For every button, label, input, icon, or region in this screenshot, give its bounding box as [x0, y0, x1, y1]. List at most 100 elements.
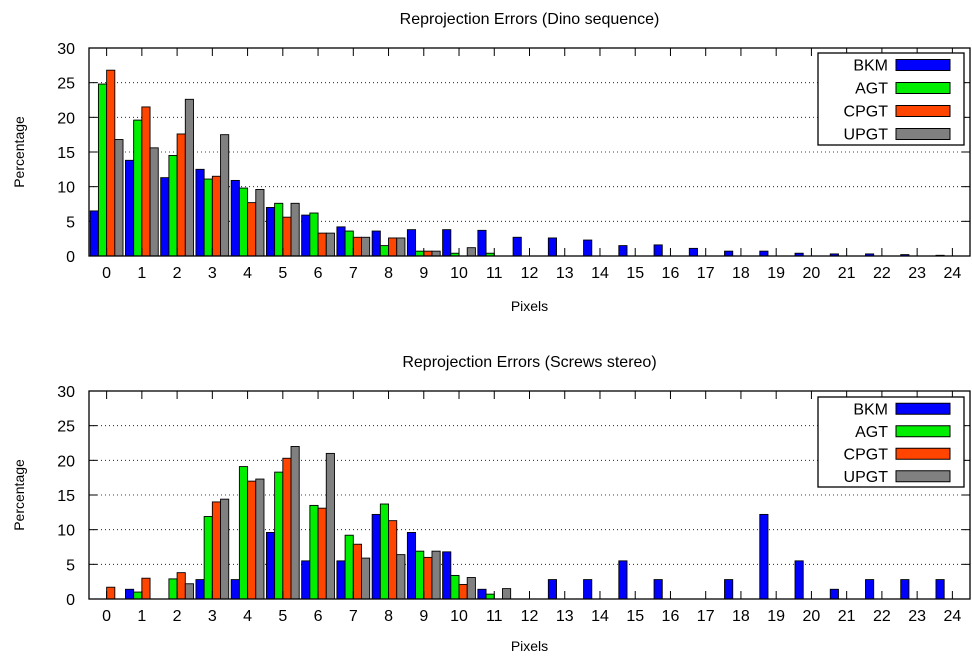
bar-upgt — [325, 452, 335, 600]
bar-cpgt — [211, 501, 221, 600]
bar-upgt — [396, 237, 406, 257]
bar-upgt — [290, 202, 300, 257]
bar-upgt — [184, 98, 194, 257]
legend: BKM AGT CPGT UPGT — [817, 396, 965, 488]
bar-bkm — [865, 579, 875, 600]
bar-upgt — [466, 247, 476, 257]
x-tick-label: 4 — [243, 608, 252, 625]
x-tick-label: 23 — [908, 265, 926, 282]
x-tick-label: 4 — [243, 265, 252, 282]
x-tick-label: 24 — [943, 608, 961, 625]
bar-agt — [344, 534, 354, 600]
bar-cpgt — [176, 133, 186, 257]
bar-bkm — [583, 579, 593, 600]
bar-agt — [168, 578, 178, 600]
bar-upgt — [466, 577, 476, 600]
legend-swatch — [895, 128, 951, 140]
x-tick-label: 15 — [626, 608, 644, 625]
x-tick-label: 3 — [208, 608, 217, 625]
x-tick-label: 23 — [908, 608, 926, 625]
x-tick-label: 5 — [278, 608, 287, 625]
legend-label: UPGT — [844, 127, 889, 144]
bar-bkm — [371, 513, 381, 600]
bar-cpgt — [247, 480, 257, 600]
bar-agt — [97, 83, 108, 257]
x-tick-label: 12 — [521, 265, 539, 282]
bar-bkm — [195, 168, 205, 257]
x-tick-label: 1 — [137, 608, 146, 625]
legend-label: BKM — [853, 401, 888, 418]
y-tick-label: 15 — [57, 145, 75, 162]
bar-bkm — [724, 250, 734, 257]
y-axis-label: Percentage — [11, 459, 27, 531]
bar-bkm — [336, 226, 346, 257]
legend-swatch — [895, 425, 951, 438]
x-tick-label: 6 — [314, 265, 323, 282]
x-tick-label: 10 — [450, 265, 468, 282]
x-tick-label: 21 — [838, 265, 856, 282]
y-tick-label: 0 — [66, 592, 75, 609]
x-tick-label: 8 — [384, 608, 393, 625]
bar-cpgt — [458, 583, 468, 600]
y-tick-label: 15 — [57, 488, 75, 505]
bar-bkm — [547, 237, 557, 257]
bar-bkm — [512, 236, 522, 257]
bar-cpgt — [388, 520, 398, 600]
bar-agt — [133, 591, 143, 600]
bar-upgt — [114, 139, 124, 257]
legend-swatch — [895, 470, 951, 483]
x-tick-label: 18 — [732, 608, 750, 625]
legend-swatch — [895, 59, 951, 71]
x-tick-label: 10 — [450, 608, 468, 625]
bar-cpgt — [247, 202, 257, 257]
y-tick-label: 10 — [57, 523, 75, 540]
y-tick-label: 5 — [66, 214, 75, 231]
legend: BKM AGT CPGT UPGT — [817, 52, 965, 146]
legend-swatch — [895, 105, 951, 117]
bar-bkm — [759, 250, 769, 257]
bar-bkm — [301, 214, 311, 257]
legend-label: BKM — [853, 58, 888, 75]
bar-bkm — [160, 177, 170, 257]
legend-label: AGT — [855, 424, 888, 441]
x-tick-label: 16 — [662, 265, 680, 282]
bar-cpgt — [282, 457, 292, 600]
bar-cpgt — [352, 236, 362, 257]
x-tick-label: 6 — [314, 608, 323, 625]
y-tick-label: 20 — [57, 110, 75, 127]
x-tick-label: 20 — [803, 608, 821, 625]
x-tick-label: 7 — [349, 608, 358, 625]
x-tick-label: 3 — [208, 265, 217, 282]
bar-cpgt — [317, 232, 327, 257]
bar-bkm — [653, 244, 663, 257]
bar-bkm — [442, 229, 452, 257]
bar-cpgt — [141, 577, 151, 600]
bar-cpgt — [317, 507, 327, 600]
x-tick-label: 13 — [556, 265, 574, 282]
bar-agt — [133, 119, 143, 257]
bar-bkm — [829, 588, 839, 600]
bar-bkm — [195, 579, 205, 600]
bar-upgt — [255, 478, 265, 600]
bar-bkm — [406, 229, 417, 257]
bar-bkm — [265, 207, 276, 257]
legend-label: UPGT — [844, 469, 889, 486]
x-tick-label: 1 — [137, 265, 146, 282]
bar-agt — [379, 245, 389, 257]
x-tick-label: 17 — [697, 265, 715, 282]
bar-upgt — [220, 134, 230, 257]
x-axis-label: Pixels — [511, 638, 548, 654]
legend-swatch — [895, 82, 951, 94]
bar-upgt — [361, 557, 371, 600]
bar-agt — [415, 550, 425, 600]
x-tick-label: 14 — [591, 265, 609, 282]
x-tick-label: 0 — [102, 608, 111, 625]
bar-agt — [450, 574, 460, 600]
bar-bkm — [583, 239, 593, 257]
bar-agt — [238, 466, 249, 600]
y-tick-label: 5 — [66, 557, 75, 574]
bar-upgt — [255, 188, 265, 257]
bar-bkm — [618, 245, 628, 257]
bar-upgt — [149, 147, 159, 257]
bar-bkm — [406, 531, 417, 600]
